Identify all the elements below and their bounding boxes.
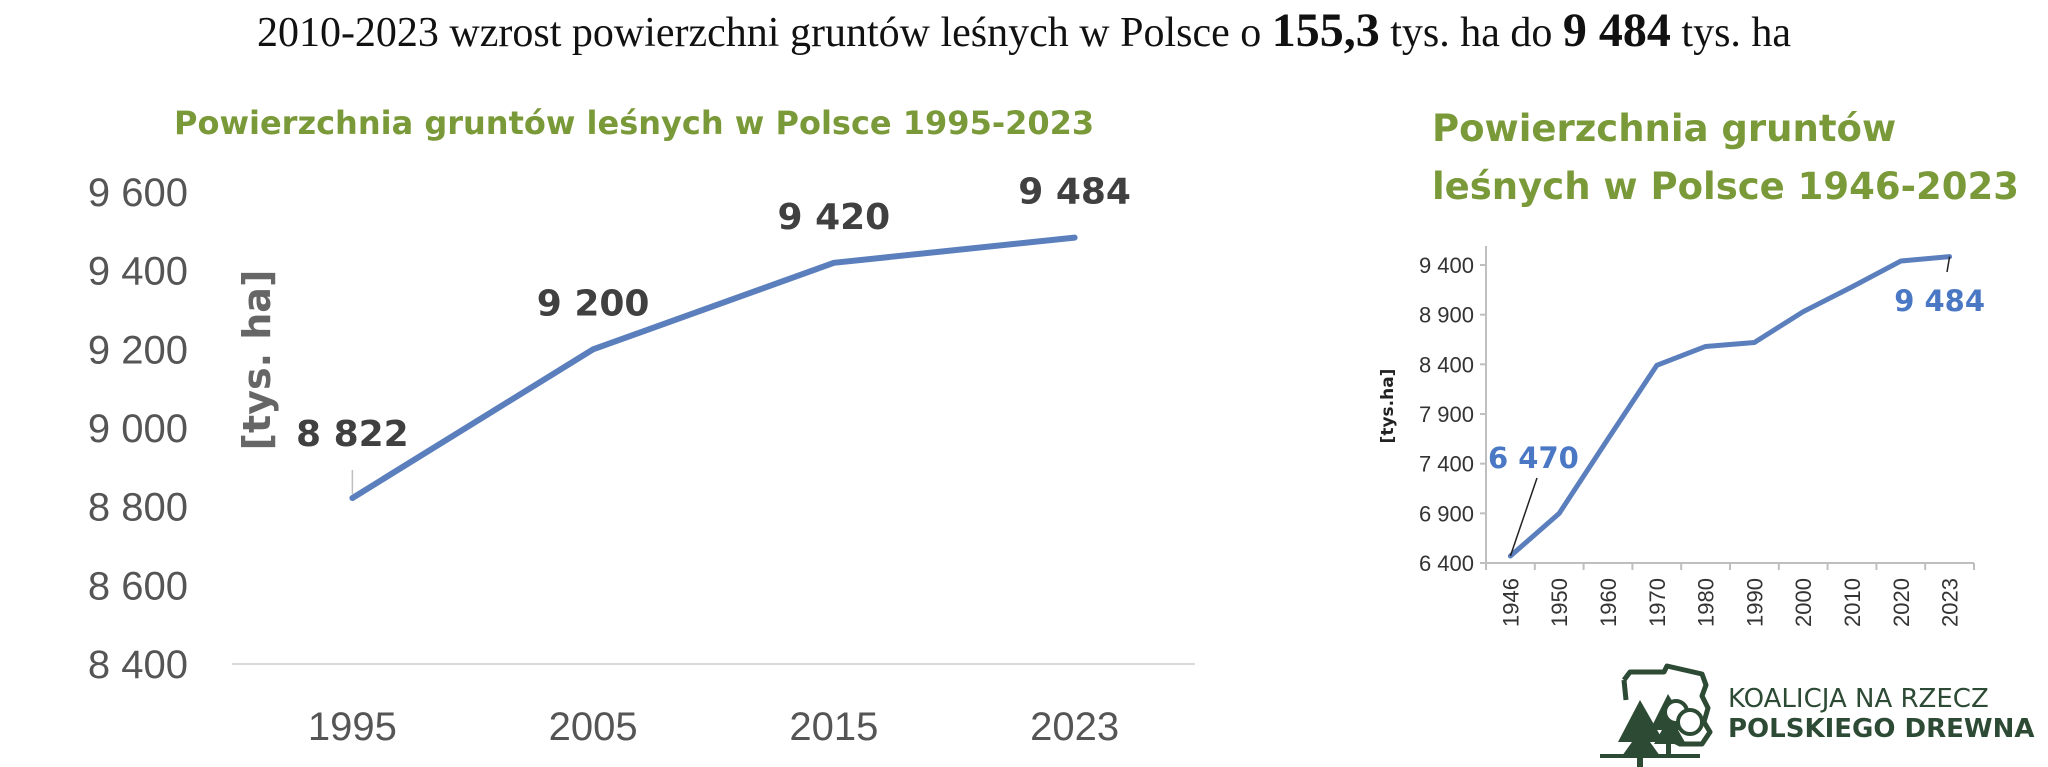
y-tick-label: 9 000 <box>88 407 188 451</box>
x-tick-label: 2023 <box>1030 705 1119 749</box>
annotation-label: 9 484 <box>1894 284 1985 318</box>
right-chart-title-line2: leśnych w Polsce 1946-2023 <box>1432 165 2019 208</box>
x-tick-label: 1995 <box>308 705 397 749</box>
x-tick-label: 1980 <box>1694 578 1719 627</box>
logo-line2: POLSKIEGO DREWNA <box>1728 714 2035 744</box>
left-chart-title: Powierzchnia gruntów leśnych w Polsce 19… <box>174 104 1095 142</box>
x-tick-label: 1990 <box>1742 578 1767 627</box>
headline-part1: 2010-2023 wzrost powierzchni gruntów leś… <box>256 10 1272 56</box>
x-tick-label: 1970 <box>1645 578 1670 627</box>
x-tick-label: 2000 <box>1791 578 1816 627</box>
y-tick-label: 8 400 <box>1419 352 1474 377</box>
annotation-leader <box>1946 256 1951 273</box>
y-tick-label: 9 600 <box>88 171 188 215</box>
x-tick-label: 1950 <box>1547 578 1572 627</box>
y-tick-label: 6 400 <box>1419 551 1474 576</box>
y-tick-label: 8 900 <box>1419 303 1474 328</box>
series-line <box>349 234 1078 502</box>
x-tick-label: 1960 <box>1596 578 1621 627</box>
data-label: 9 420 <box>778 197 891 238</box>
y-tick-label: 9 400 <box>1419 253 1474 278</box>
y-tick-label: 8 600 <box>88 564 188 608</box>
headline-bold1: 155,3 <box>1271 4 1380 57</box>
annotation-leader <box>1509 477 1538 557</box>
annotation-label: 6 470 <box>1488 441 1579 475</box>
y-tick-label: 6 900 <box>1419 501 1474 526</box>
data-label: 9 484 <box>1018 172 1131 213</box>
headline-part2: tys. ha do <box>1379 10 1563 56</box>
series-line <box>1507 254 1953 559</box>
y-tick-label: 7 900 <box>1419 402 1474 427</box>
y-tick-label: 7 400 <box>1419 452 1474 477</box>
headline: 2010-2023 wzrost powierzchni gruntów leś… <box>0 0 2048 60</box>
headline-part3: tys. ha <box>1670 10 1792 56</box>
x-tick-label: 2023 <box>1938 578 1963 627</box>
y-tick-label: 9 400 <box>88 250 188 294</box>
y-tick-label: 8 400 <box>88 643 188 687</box>
data-label: 9 200 <box>537 283 650 324</box>
x-tick-label: 2010 <box>1840 578 1865 627</box>
right-chart-title: Powierzchnia gruntów leśnych w Polsce 19… <box>1432 100 2019 216</box>
headline-bold2: 9 484 <box>1562 4 1671 57</box>
x-tick-label: 2020 <box>1889 578 1914 627</box>
x-tick-label: 1946 <box>1498 578 1523 627</box>
logo-line1: KOALICJA NA RZECZ <box>1728 684 1989 714</box>
y-axis-label: [tys.ha] <box>1378 369 1398 444</box>
x-tick-label: 2015 <box>789 705 878 749</box>
data-label: 8 822 <box>296 414 409 455</box>
y-tick-label: 9 200 <box>88 328 188 372</box>
x-tick-label: 2005 <box>549 705 638 749</box>
y-axis-label: [tys. ha] <box>235 270 279 451</box>
y-tick-label: 8 800 <box>88 486 188 530</box>
right-chart-title-line1: Powierzchnia gruntów <box>1432 107 1897 150</box>
